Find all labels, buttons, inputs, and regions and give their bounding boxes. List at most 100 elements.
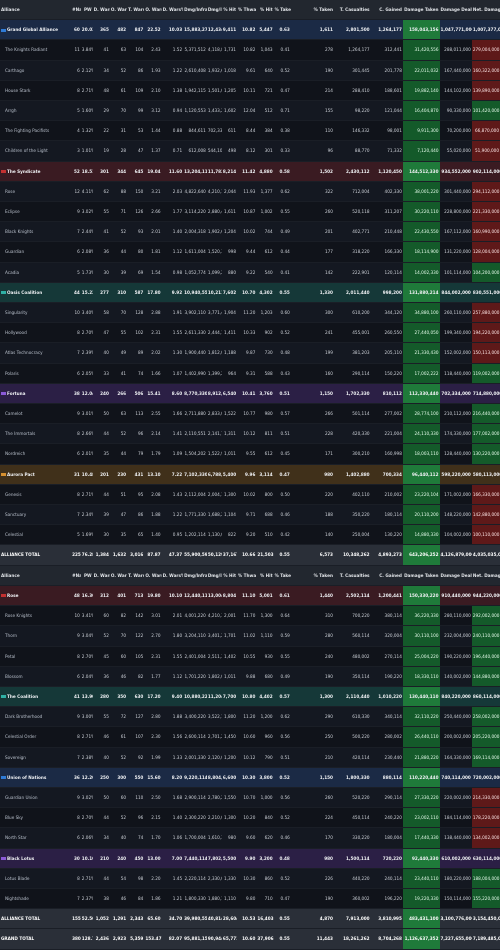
row-name[interactable]: Nordreich [0, 443, 72, 465]
row-name[interactable]: Polaris [0, 363, 72, 384]
row-name[interactable]: Blossom [0, 666, 72, 687]
row-name[interactable]: Union of Nations [0, 767, 72, 788]
column-header[interactable]: % Taken [273, 0, 291, 21]
row-name[interactable]: The Knights Radiant [0, 39, 72, 61]
member-row[interactable]: Children of the Light 31.01%1928471.370.7… [0, 140, 500, 162]
row-name[interactable]: Black Lotus [0, 848, 72, 869]
row-name[interactable]: GRAND TOTAL [0, 928, 72, 950]
member-row[interactable]: House Stark 82.71%48611092.101.381,942,11… [0, 80, 500, 102]
column-header[interactable]: % Taken [290, 0, 334, 21]
row-name[interactable]: Children of the Light [0, 140, 72, 162]
column-header[interactable]: Dmg/Infra [183, 565, 207, 586]
column-header[interactable]: PW [80, 565, 93, 586]
row-name[interactable]: Rose [0, 181, 72, 203]
row-name[interactable]: Atlas Technocracy [0, 342, 72, 364]
column-header[interactable]: Alliance [0, 0, 72, 21]
member-row[interactable]: Blossom 62.04%3646821.771.121,701,2201,80… [0, 666, 500, 687]
row-name[interactable]: Aurora Pact [0, 464, 72, 485]
column-header[interactable]: Net. Damage [471, 0, 500, 21]
row-name[interactable]: Eclipse [0, 201, 72, 223]
member-row[interactable]: Lotus Blade 82.71%4454982.201.452,220,114… [0, 868, 500, 889]
member-row[interactable]: Thorn 93.04%52701222.701.803,204,1103,401… [0, 625, 500, 647]
member-row[interactable]: Rose 124.11%62881503.212.034,822,6404,210… [0, 181, 500, 203]
row-name[interactable]: Oasis Coalition [0, 282, 72, 304]
column-header[interactable]: Damage Dealt [439, 0, 472, 21]
member-row[interactable]: Hollywood82.70%47551022.311.552,611,3302… [0, 322, 500, 344]
member-row[interactable]: Singularity 103.40%58701282.881.913,902,1… [0, 302, 500, 324]
alliance-row[interactable]: Rose 4816.30%31240171319.8010.1012,440,11… [0, 585, 500, 607]
row-name[interactable]: North Star [0, 827, 72, 849]
member-row[interactable]: Guardian 62.08%3644801.811.121,611,0041,5… [0, 241, 500, 263]
member-row[interactable]: Carthago 62.12%3452861.931.222,610,4081,9… [0, 60, 500, 81]
member-row[interactable]: Camelot 93.01%50631132.551.662,711,8802,8… [0, 403, 500, 425]
column-header[interactable]: Damage Taken [402, 565, 440, 586]
member-row[interactable]: Nightshade72.37%3846841.861.211,800,3301… [0, 888, 500, 910]
member-row[interactable]: Polaris 62.05%3341741.661.071,402,9901,39… [0, 363, 500, 384]
column-header[interactable]: Net. Damage [471, 565, 500, 586]
row-name[interactable]: Camelot [0, 403, 72, 425]
row-name[interactable]: Sovereign [0, 747, 72, 768]
row-name[interactable]: ALLIANCE TOTAL [0, 544, 72, 566]
column-header[interactable]: T. Casualties [333, 565, 371, 586]
alliance-row[interactable]: The Coalition4113.90%28035063017.209.401… [0, 686, 500, 708]
alliance-row[interactable]: Grand Global Alliance 6020.03%36548284722… [0, 19, 500, 41]
column-header[interactable]: D. Wars [92, 565, 110, 586]
member-row[interactable]: Blue Sky 82.70%4452962.151.402,300,2202,2… [0, 807, 500, 829]
alliance-row[interactable]: Fortuna 3812.04%24026650615.418.608,770,3… [0, 383, 500, 405]
column-header[interactable]: % Hit [221, 565, 237, 586]
column-header[interactable]: % Thwarted [236, 565, 257, 586]
total-row[interactable]: GRAND TOTAL 380128.78%2,4362,9235,359153.… [0, 928, 500, 950]
column-header[interactable]: O. Wars [109, 565, 128, 586]
member-row[interactable]: Celestial Order 82.71%46611072.301.562,60… [0, 726, 500, 748]
row-name[interactable]: Lotus Blade [0, 868, 72, 889]
member-row[interactable]: Celestial 51.69%3035651.400.951,202,1141,… [0, 524, 500, 546]
row-name[interactable]: House Stark [0, 80, 72, 102]
column-header[interactable]: T. Wars [127, 0, 145, 21]
member-row[interactable]: Acadia 51.73%3039691.540.981,052,7741,099… [0, 262, 500, 283]
row-name[interactable]: Hollywood [0, 322, 72, 344]
column-header[interactable]: Alliance [0, 565, 72, 586]
column-header[interactable]: T. Casualties [333, 0, 371, 21]
column-header[interactable]: #Nations [71, 565, 81, 586]
column-header[interactable]: Dmg/Infra [183, 0, 207, 21]
column-header[interactable]: O. Wars% [144, 0, 162, 21]
column-header[interactable]: Dmg/Infra [206, 0, 222, 21]
row-name[interactable]: Celestial Order [0, 726, 72, 748]
column-header[interactable]: T. Wars [127, 565, 145, 586]
column-header[interactable]: O. Wars% [144, 565, 162, 586]
member-row[interactable]: Sanctuary72.34%3947861.881.221,771,3301,… [0, 504, 500, 526]
row-name[interactable]: Guardian Union [0, 787, 72, 809]
row-name[interactable]: The Syndicate [0, 161, 72, 182]
alliance-row[interactable]: Union of Nations 3612.20%25030055015.608.… [0, 767, 500, 788]
column-header[interactable]: % Thwarted [236, 0, 257, 21]
member-row[interactable]: Sovereign 72.38%4052921.991.332,001,3302,… [0, 747, 500, 768]
member-row[interactable]: Atlas Technocracy 72.39%4049892.021.301,9… [0, 342, 500, 364]
column-header[interactable]: % Taken [273, 565, 291, 586]
row-name[interactable]: The Immortals [0, 423, 72, 445]
row-name[interactable]: Acadia [0, 262, 72, 283]
member-row[interactable]: The Fighting Pacifists41.32%2231531.440.… [0, 120, 500, 142]
row-name[interactable]: Petal [0, 646, 72, 667]
column-header[interactable]: D. Wars [92, 0, 110, 21]
row-name[interactable]: Dark Brotherhood [0, 706, 72, 728]
member-row[interactable]: Guardian Union 93.02%50601102.501.682,900… [0, 787, 500, 809]
row-name[interactable]: Fortuna [0, 383, 72, 405]
column-header[interactable]: % Hit [256, 0, 274, 21]
total-row[interactable]: ALLIANCE TOTAL 22576.28%1,3841,6323,01687… [0, 544, 500, 566]
row-name[interactable]: Rose [0, 585, 72, 607]
column-header[interactable]: Dmg/Infra [206, 565, 222, 586]
total-row[interactable]: ALLIANCE TOTAL 15552.50%1,0521,2912,34365… [0, 908, 500, 930]
member-row[interactable]: The Immortals 82.66%4452962.141.412,110,5… [0, 423, 500, 445]
row-name[interactable]: Celestial [0, 524, 72, 546]
column-header[interactable]: D. Wars% [161, 565, 184, 586]
alliance-row[interactable]: Aurora Pact 3110.48%20123043113.107.227,1… [0, 464, 500, 485]
row-name[interactable]: Rose Knights [0, 605, 72, 627]
member-row[interactable]: Eclipse 93.02%55711262.661.773,114,2202,8… [0, 201, 500, 223]
row-name[interactable]: ALLIANCE TOTAL [0, 908, 72, 930]
row-name[interactable]: Genesis [0, 484, 72, 506]
row-name[interactable]: Grand Global Alliance [0, 19, 72, 41]
row-name[interactable]: Blue Sky [0, 807, 72, 829]
column-header[interactable]: % Taken [290, 565, 334, 586]
column-header[interactable]: Damage Taken [402, 0, 440, 21]
row-name[interactable]: Black Knights [0, 221, 72, 243]
